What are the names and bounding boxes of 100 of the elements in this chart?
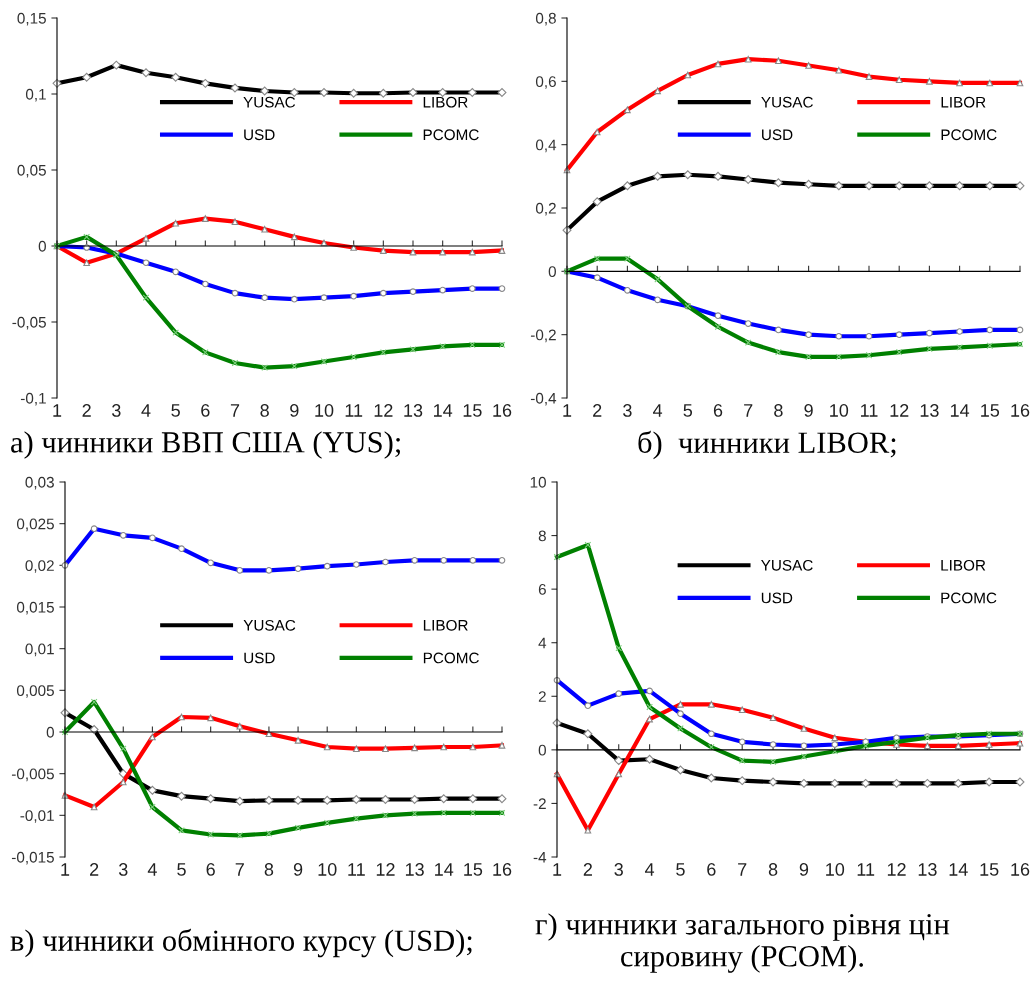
x-tick-label: 8 [774, 404, 783, 417]
y-tick-label: 0,05 [17, 164, 46, 178]
legend-label: YUSAC [243, 96, 296, 108]
x-tick-label: 10 [315, 404, 334, 417]
y-tick-label: 0,8 [535, 12, 556, 26]
x-tick-label: 14 [949, 863, 968, 876]
x-tick-label: 11 [345, 404, 363, 417]
y-tick-label: 0,15 [17, 12, 46, 26]
x-tick-label: 16 [1011, 404, 1030, 417]
legend-label: YUSAC [243, 619, 296, 631]
x-tick-label: 1 [53, 404, 62, 417]
x-tick-label: 12 [376, 863, 395, 876]
legend-label: PCOMC [423, 129, 479, 141]
y-tick-label: -0,015 [11, 851, 54, 865]
x-tick-label: 16 [1011, 863, 1030, 876]
x-tick-label: 10 [830, 404, 849, 417]
legend-label: YUSAC [761, 96, 813, 108]
x-tick-label: 15 [464, 863, 483, 876]
x-tick-label: 1 [563, 404, 572, 417]
x-tick-label: 6 [707, 863, 716, 876]
legend-label: LIBOR [423, 619, 468, 631]
x-tick-label: 7 [235, 863, 244, 876]
x-tick-label: 7 [738, 863, 747, 876]
x-tick-label: 9 [799, 863, 809, 876]
x-tick-label: 12 [374, 404, 393, 417]
x-tick-label: 11 [348, 863, 365, 876]
y-tick-label: 0,01 [25, 643, 54, 657]
x-tick-label: 2 [90, 863, 99, 876]
x-tick-label: 3 [614, 863, 623, 876]
y-tick-label: -0,01 [20, 810, 54, 823]
y-tick-label: 0,6 [535, 76, 556, 89]
legend-label: LIBOR [941, 96, 986, 108]
y-tick-label: 0,025 [16, 518, 54, 532]
y-tick-label: 0 [538, 744, 546, 756]
x-tick-label: 4 [652, 404, 663, 417]
y-tick-label: 8 [538, 530, 546, 542]
y-tick-label: -2 [533, 798, 546, 809]
x-tick-label: 3 [623, 404, 632, 417]
x-tick-label: 2 [583, 863, 592, 876]
y-tick-label: 0,2 [535, 202, 556, 216]
x-tick-label: 3 [112, 404, 121, 417]
x-tick-label: 14 [434, 404, 453, 417]
legend-label: PCOMC [941, 592, 997, 604]
y-tick-label: 0 [548, 266, 556, 278]
y-tick-label: 0 [38, 240, 46, 252]
legend-label: LIBOR [941, 559, 986, 571]
legend-label: USD [761, 592, 793, 604]
legend-label: USD [244, 129, 275, 141]
x-tick-label: 9 [290, 404, 299, 417]
x-tick-label: 8 [768, 863, 778, 876]
x-tick-label: 15 [463, 404, 482, 417]
x-tick-label: 11 [861, 404, 878, 417]
x-tick-label: 13 [405, 863, 424, 876]
x-tick-label: 9 [293, 863, 303, 876]
y-tick-label: 4 [538, 637, 547, 649]
x-tick-label: 4 [644, 863, 655, 876]
x-tick-label: 12 [887, 863, 906, 876]
x-tick-label: 16 [493, 863, 512, 876]
x-tick-label: 13 [918, 863, 937, 876]
x-tick-label: 6 [206, 863, 215, 876]
x-tick-label: 13 [404, 404, 423, 417]
x-tick-label: 13 [920, 404, 939, 417]
x-tick-label: 6 [713, 404, 723, 417]
x-tick-label: 8 [260, 404, 269, 417]
x-tick-label: 16 [493, 404, 512, 417]
x-tick-label: 15 [981, 404, 1000, 417]
x-tick-label: 4 [141, 404, 151, 417]
x-tick-label: 12 [890, 404, 909, 417]
x-tick-label: 14 [950, 404, 970, 417]
x-tick-label: 4 [147, 863, 157, 876]
x-tick-label: 5 [171, 404, 180, 417]
y-tick-label: -0,1 [20, 392, 46, 406]
x-tick-label: 2 [593, 404, 602, 417]
y-tick-label: 0,015 [16, 601, 54, 615]
x-tick-label: 5 [177, 863, 186, 876]
x-tick-label: 2 [82, 404, 91, 417]
y-tick-label: -0,2 [530, 329, 556, 343]
x-tick-label: 14 [435, 863, 454, 876]
text: г) чинники загального рівня цін сировину (PCOM). [535, 913, 950, 973]
y-tick-label: 2 [538, 691, 546, 702]
x-tick-label: 6 [201, 404, 210, 417]
legend-label: USD [244, 652, 275, 664]
y-tick-label: -4 [533, 852, 547, 863]
x-tick-label: 7 [230, 404, 240, 417]
x-tick-label: 11 [857, 863, 875, 876]
x-tick-label: 5 [676, 863, 685, 876]
text: в) чинники обмінного курсу (USD); [10, 928, 472, 958]
y-tick-label: 10 [530, 476, 546, 488]
x-tick-label: 8 [264, 863, 274, 876]
x-tick-label: 1 [553, 863, 562, 876]
y-tick-label: 0,02 [25, 560, 54, 573]
x-tick-label: 1 [61, 863, 70, 876]
x-tick-label: 15 [980, 863, 999, 876]
text: а) чинники ВВП США (YUS); [11, 431, 400, 459]
x-tick-label: 3 [118, 863, 128, 876]
y-tick-label: 6 [538, 584, 546, 595]
y-tick-label: 0,4 [535, 139, 557, 153]
y-tick-label: 0,03 [25, 476, 54, 490]
x-tick-label: 5 [683, 404, 693, 417]
legend-label: PCOMC [423, 652, 479, 664]
